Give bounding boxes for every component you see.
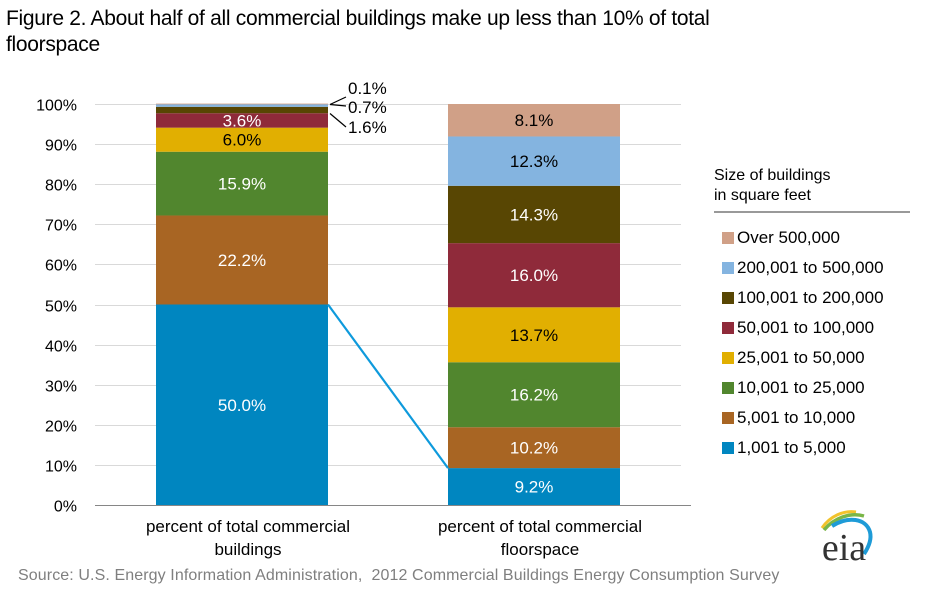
legend-item: Over 500,000 bbox=[714, 223, 910, 253]
data-label: 15.9% bbox=[218, 175, 266, 194]
legend-swatch bbox=[722, 412, 734, 424]
legend-item: 50,001 to 100,000 bbox=[714, 313, 910, 343]
data-label: 6.0% bbox=[223, 131, 262, 150]
legend-label: 100,001 to 200,000 bbox=[737, 288, 884, 307]
connector-line bbox=[327, 303, 449, 469]
data-label: 14.3% bbox=[510, 205, 558, 224]
legend: Size of buildings in square feet Over 50… bbox=[714, 166, 910, 463]
y-tick-label: 70% bbox=[45, 218, 77, 235]
bar-segment bbox=[448, 362, 620, 428]
legend-label: 1,001 to 5,000 bbox=[737, 438, 846, 457]
bar-segment bbox=[156, 106, 328, 114]
data-label: 10.2% bbox=[510, 439, 558, 458]
y-tick-label: 40% bbox=[45, 339, 77, 356]
y-tick-label: 0% bbox=[54, 499, 77, 516]
y-tick-label: 50% bbox=[45, 299, 77, 316]
legend-swatch bbox=[722, 352, 734, 364]
eia-logo-text: eia bbox=[822, 527, 866, 569]
y-tick-label: 100% bbox=[36, 98, 77, 115]
callout-label: 0.7% bbox=[348, 98, 387, 117]
data-label: 50.0% bbox=[218, 396, 266, 415]
legend-label: 50,001 to 100,000 bbox=[737, 318, 875, 337]
bars bbox=[156, 103, 620, 505]
callouts: 0.1%0.7%1.6% bbox=[329, 79, 387, 137]
bar-segment bbox=[448, 427, 620, 469]
legend-items: Over 500,000 200,001 to 500,000 100,001 to… bbox=[714, 223, 910, 463]
source-note: Source: U.S. Energy Information Administ… bbox=[18, 567, 780, 584]
legend-swatch bbox=[722, 442, 734, 454]
legend-title: Size of buildings in square feet bbox=[714, 166, 910, 206]
legend-swatch bbox=[722, 292, 734, 304]
legend-label: 200,001 to 500,000 bbox=[737, 258, 884, 277]
bar-segment bbox=[156, 304, 328, 505]
data-label: 12.3% bbox=[510, 152, 558, 171]
bar-segment bbox=[448, 307, 620, 363]
y-tick-label: 20% bbox=[45, 419, 77, 436]
callout-leader-line bbox=[329, 96, 347, 106]
data-label: 13.7% bbox=[510, 326, 558, 345]
bar-segment bbox=[156, 104, 328, 107]
legend-label: 5,001 to 10,000 bbox=[737, 408, 856, 427]
callout-leader-line bbox=[329, 113, 347, 128]
x-tick-label: buildings bbox=[214, 540, 281, 559]
legend-swatch bbox=[722, 262, 734, 274]
legend-title-line-1: Size of buildings bbox=[714, 167, 831, 184]
bar-segment bbox=[156, 215, 328, 305]
legend-label: Over 500,000 bbox=[737, 228, 841, 247]
bar-segment bbox=[156, 113, 328, 128]
bar-segment bbox=[448, 243, 620, 308]
legend-item: 1,001 to 5,000 bbox=[714, 433, 910, 463]
callout-label: 0.1% bbox=[348, 79, 387, 98]
callout-leader-line bbox=[329, 103, 347, 107]
bar-segment bbox=[448, 104, 620, 137]
legend-item: 100,001 to 200,000 bbox=[714, 283, 910, 313]
legend-item: 5,001 to 10,000 bbox=[714, 403, 910, 433]
legend-label: 10,001 to 25,000 bbox=[737, 378, 865, 397]
bar-segment bbox=[156, 127, 328, 152]
data-label: 8.1% bbox=[515, 111, 554, 130]
eia-logo-icon: eia bbox=[820, 510, 873, 569]
x-tick-label: percent of total commercial bbox=[438, 517, 642, 536]
legend-divider bbox=[714, 211, 910, 213]
data-labels: 50.0% 22.2% 15.9% 6.0%3.6% 9.2% 10.2% 16.2% 13.… bbox=[218, 111, 558, 496]
legend-item: 25,001 to 50,000 bbox=[714, 343, 910, 373]
data-label: 16.0% bbox=[510, 266, 558, 285]
bar-segment bbox=[448, 185, 620, 244]
y-axis: 0% 10% 20% 30% 40% 50% 60% 70% 80% 90% 100% bbox=[36, 98, 77, 516]
data-label: 9.2% bbox=[515, 478, 554, 497]
y-tick-label: 60% bbox=[45, 258, 77, 275]
callout-label: 1.6% bbox=[348, 118, 387, 137]
legend-swatch bbox=[722, 232, 734, 244]
bar-segment bbox=[448, 468, 620, 505]
legend-item: 10,001 to 25,000 bbox=[714, 373, 910, 403]
x-tick-label: percent of total commercial bbox=[146, 517, 350, 536]
x-axis: percent of total commercial buildings perc… bbox=[95, 505, 691, 559]
chart-title: Figure 2. About half of all commercial b… bbox=[6, 7, 710, 56]
y-tick-label: 90% bbox=[45, 138, 77, 155]
y-tick-label: 10% bbox=[45, 459, 77, 476]
x-tick-label: floorspace bbox=[501, 540, 579, 559]
data-label: 16.2% bbox=[510, 386, 558, 405]
data-label: 22.2% bbox=[218, 251, 266, 270]
legend-swatch bbox=[722, 382, 734, 394]
legend-title-line-2: in square feet bbox=[714, 187, 811, 204]
data-label: 3.6% bbox=[223, 111, 262, 130]
bar-segment bbox=[448, 136, 620, 186]
legend-label: 25,001 to 50,000 bbox=[737, 348, 865, 367]
y-tick-label: 80% bbox=[45, 178, 77, 195]
eia-logo: eia bbox=[808, 500, 878, 575]
y-tick-label: 30% bbox=[45, 379, 77, 396]
bar-segment bbox=[156, 103, 328, 105]
legend-item: 200,001 to 500,000 bbox=[714, 253, 910, 283]
bar-segment bbox=[156, 151, 328, 216]
legend-swatch bbox=[722, 322, 734, 334]
